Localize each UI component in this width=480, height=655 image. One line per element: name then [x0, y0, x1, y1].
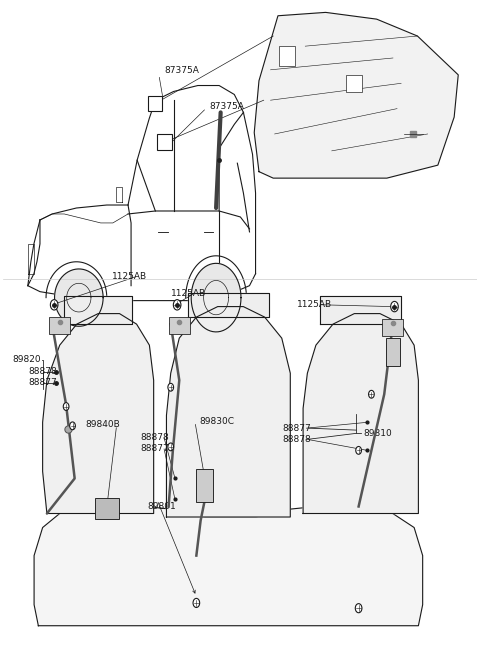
Polygon shape: [254, 12, 458, 178]
Polygon shape: [34, 506, 423, 626]
Circle shape: [168, 443, 174, 451]
Circle shape: [168, 383, 174, 391]
Polygon shape: [167, 307, 290, 517]
Polygon shape: [55, 269, 103, 326]
Polygon shape: [191, 263, 241, 332]
Text: 87375A: 87375A: [209, 102, 244, 111]
Circle shape: [391, 301, 398, 312]
Text: 1125AB: 1125AB: [171, 289, 206, 297]
Bar: [148, 96, 162, 111]
Text: 89820: 89820: [12, 356, 41, 364]
Circle shape: [173, 299, 181, 310]
Bar: [169, 317, 190, 335]
Text: 88878: 88878: [283, 435, 312, 443]
Text: 1125AB: 1125AB: [112, 272, 147, 282]
Text: 88877: 88877: [140, 445, 169, 453]
Polygon shape: [188, 293, 269, 317]
Circle shape: [193, 599, 200, 607]
Polygon shape: [64, 296, 132, 324]
Text: 89810: 89810: [363, 429, 392, 438]
Text: 89840B: 89840B: [86, 421, 120, 430]
Bar: [346, 75, 362, 92]
Text: 1125AB: 1125AB: [297, 300, 332, 309]
Bar: [49, 317, 70, 335]
Bar: [95, 498, 119, 519]
Polygon shape: [320, 296, 401, 324]
Circle shape: [356, 447, 361, 455]
Text: 88878: 88878: [29, 367, 58, 376]
Circle shape: [50, 299, 58, 310]
Circle shape: [63, 403, 69, 411]
Text: 88877: 88877: [29, 378, 58, 387]
Polygon shape: [303, 314, 419, 514]
Circle shape: [355, 604, 362, 612]
Bar: [279, 46, 295, 66]
Text: 89801: 89801: [147, 502, 176, 511]
Polygon shape: [43, 314, 154, 514]
Circle shape: [369, 390, 374, 398]
Bar: [385, 338, 400, 366]
Bar: [157, 134, 171, 150]
Text: 88878: 88878: [140, 434, 169, 442]
Bar: [383, 319, 403, 336]
Circle shape: [70, 422, 75, 430]
Text: 89830C: 89830C: [200, 417, 235, 426]
Bar: [196, 469, 214, 502]
Text: 88877: 88877: [283, 424, 312, 433]
Text: 87375A: 87375A: [164, 66, 199, 75]
